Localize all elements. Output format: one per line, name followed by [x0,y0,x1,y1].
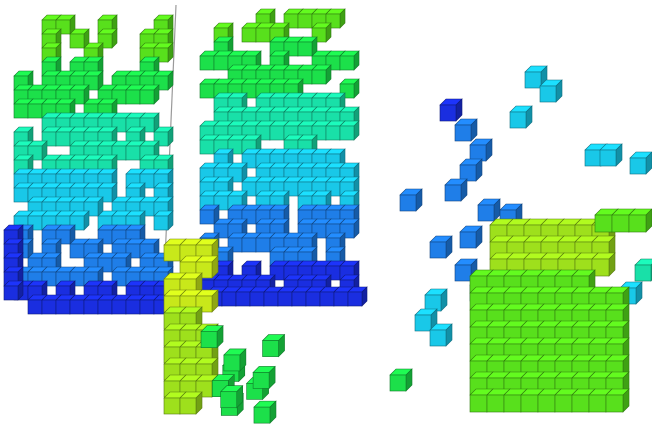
voxel-cube [69,28,90,49]
voxel-cube [444,178,468,202]
voxel-cube [429,235,453,259]
voxel-cubes [3,8,652,424]
voxel-cube [153,210,174,231]
voxel-cube [629,151,652,175]
voxel-cube [469,138,493,162]
voxel-cube [509,105,533,129]
voxel-cube [223,348,247,372]
voxel-cube [3,280,24,301]
voxel-cube [634,258,652,282]
voxel-cube [347,286,368,307]
voxel-cube [339,120,360,141]
voxel-cube [599,143,623,167]
voxel-cube [153,126,174,147]
voxel-cube [179,391,203,415]
voxel-cube [591,252,616,277]
voxel-cube [261,333,286,358]
voxel-cube [454,258,478,282]
voxel-cube [459,225,483,249]
voxel-cube [297,36,318,57]
voxel-cube [253,400,277,424]
voxel-cube [439,98,463,122]
voxel-cube [339,78,360,99]
voxel-cube [454,118,478,142]
voxel-cube [399,188,423,212]
voxel-cube [139,84,160,105]
voxel-cube [219,385,244,409]
voxel-cube [605,388,630,413]
voxel-cube [539,79,563,103]
voxel-cube [339,50,360,71]
voxel-cube [459,158,483,182]
voxel-cube [200,324,224,349]
voxel-cube [199,204,220,225]
voxel-cube [429,323,453,347]
voxel-cube [241,232,262,253]
voxel-cube [628,208,652,233]
voxel-cube [252,365,276,390]
voxel-cube [55,14,76,35]
voxel-cube [424,288,448,312]
voxel-cube [311,64,332,85]
voxel-cube [325,8,346,29]
voxel-cube [477,198,501,222]
voxel-cube [389,368,413,392]
